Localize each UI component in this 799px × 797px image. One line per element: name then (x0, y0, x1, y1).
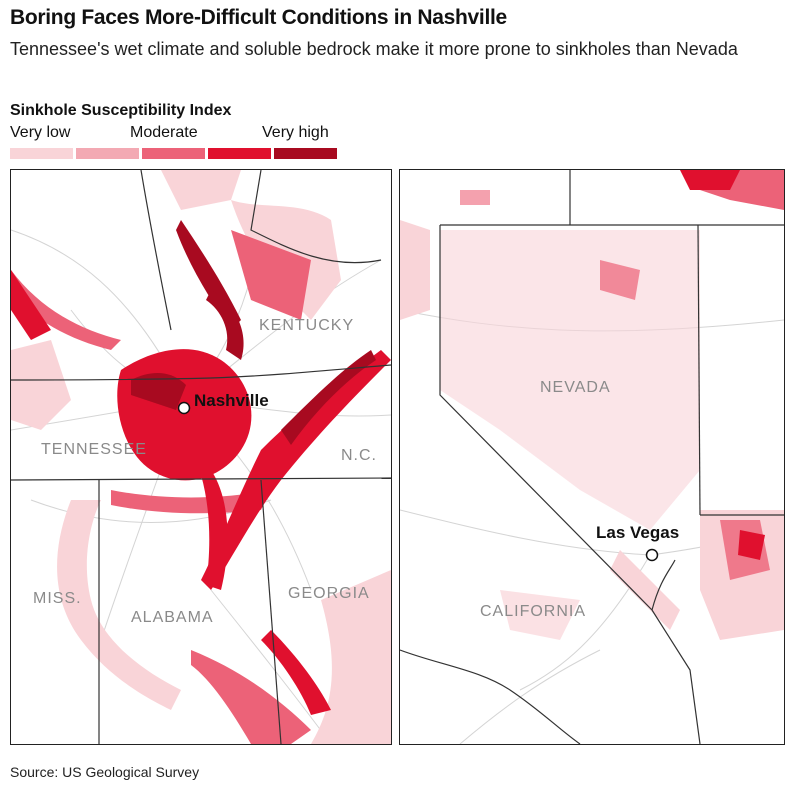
map-panel-southeast: KENTUCKY TENNESSEE N.C. MISS. ALABAMA GE… (10, 169, 392, 745)
southeast-map: KENTUCKY TENNESSEE N.C. MISS. ALABAMA GE… (11, 170, 391, 744)
legend-label-moderate: Moderate (130, 124, 198, 141)
state-label-tennessee: TENNESSEE (41, 441, 147, 458)
state-label-kentucky: KENTUCKY (259, 317, 354, 334)
map-panel-southwest: NEVADA CALIFORNIA Las Vegas (399, 169, 785, 745)
city-label-las-vegas: Las Vegas (596, 523, 679, 542)
legend-label-very-high: Very high (262, 124, 329, 141)
legend-swatch-1 (10, 148, 73, 159)
nashville-marker (177, 401, 191, 415)
city-label-nashville: Nashville (194, 391, 269, 410)
southwest-map: NEVADA CALIFORNIA Las Vegas (400, 170, 784, 744)
source-note: Source: US Geological Survey (10, 764, 200, 780)
las-vegas-marker (645, 548, 659, 562)
state-label-alabama: ALABAMA (131, 609, 214, 626)
legend-label-very-low: Very low (10, 124, 71, 141)
legend-swatch-4 (208, 148, 271, 159)
state-label-nevada: NEVADA (540, 379, 611, 396)
state-label-georgia: GEORGIA (288, 585, 370, 602)
legend-title: Sinkhole Susceptibility Index (10, 102, 232, 119)
susceptibility-high (680, 170, 765, 560)
legend-swatch-2 (76, 148, 139, 159)
legend-swatch-5 (274, 148, 337, 159)
state-borders (11, 170, 391, 744)
state-label-nc: N.C. (341, 447, 377, 464)
susceptibility-very-low (400, 220, 784, 640)
state-borders (439, 170, 784, 744)
chart-title: Boring Faces More-Difficult Conditions i… (10, 6, 507, 29)
chart-subtitle: Tennessee's wet climate and soluble bedr… (10, 39, 738, 59)
susceptibility-very-high (131, 220, 376, 445)
state-label-mississippi: MISS. (33, 590, 82, 607)
coastline (400, 649, 581, 744)
legend-swatch-3 (142, 148, 205, 159)
state-label-california: CALIFORNIA (480, 603, 586, 620)
